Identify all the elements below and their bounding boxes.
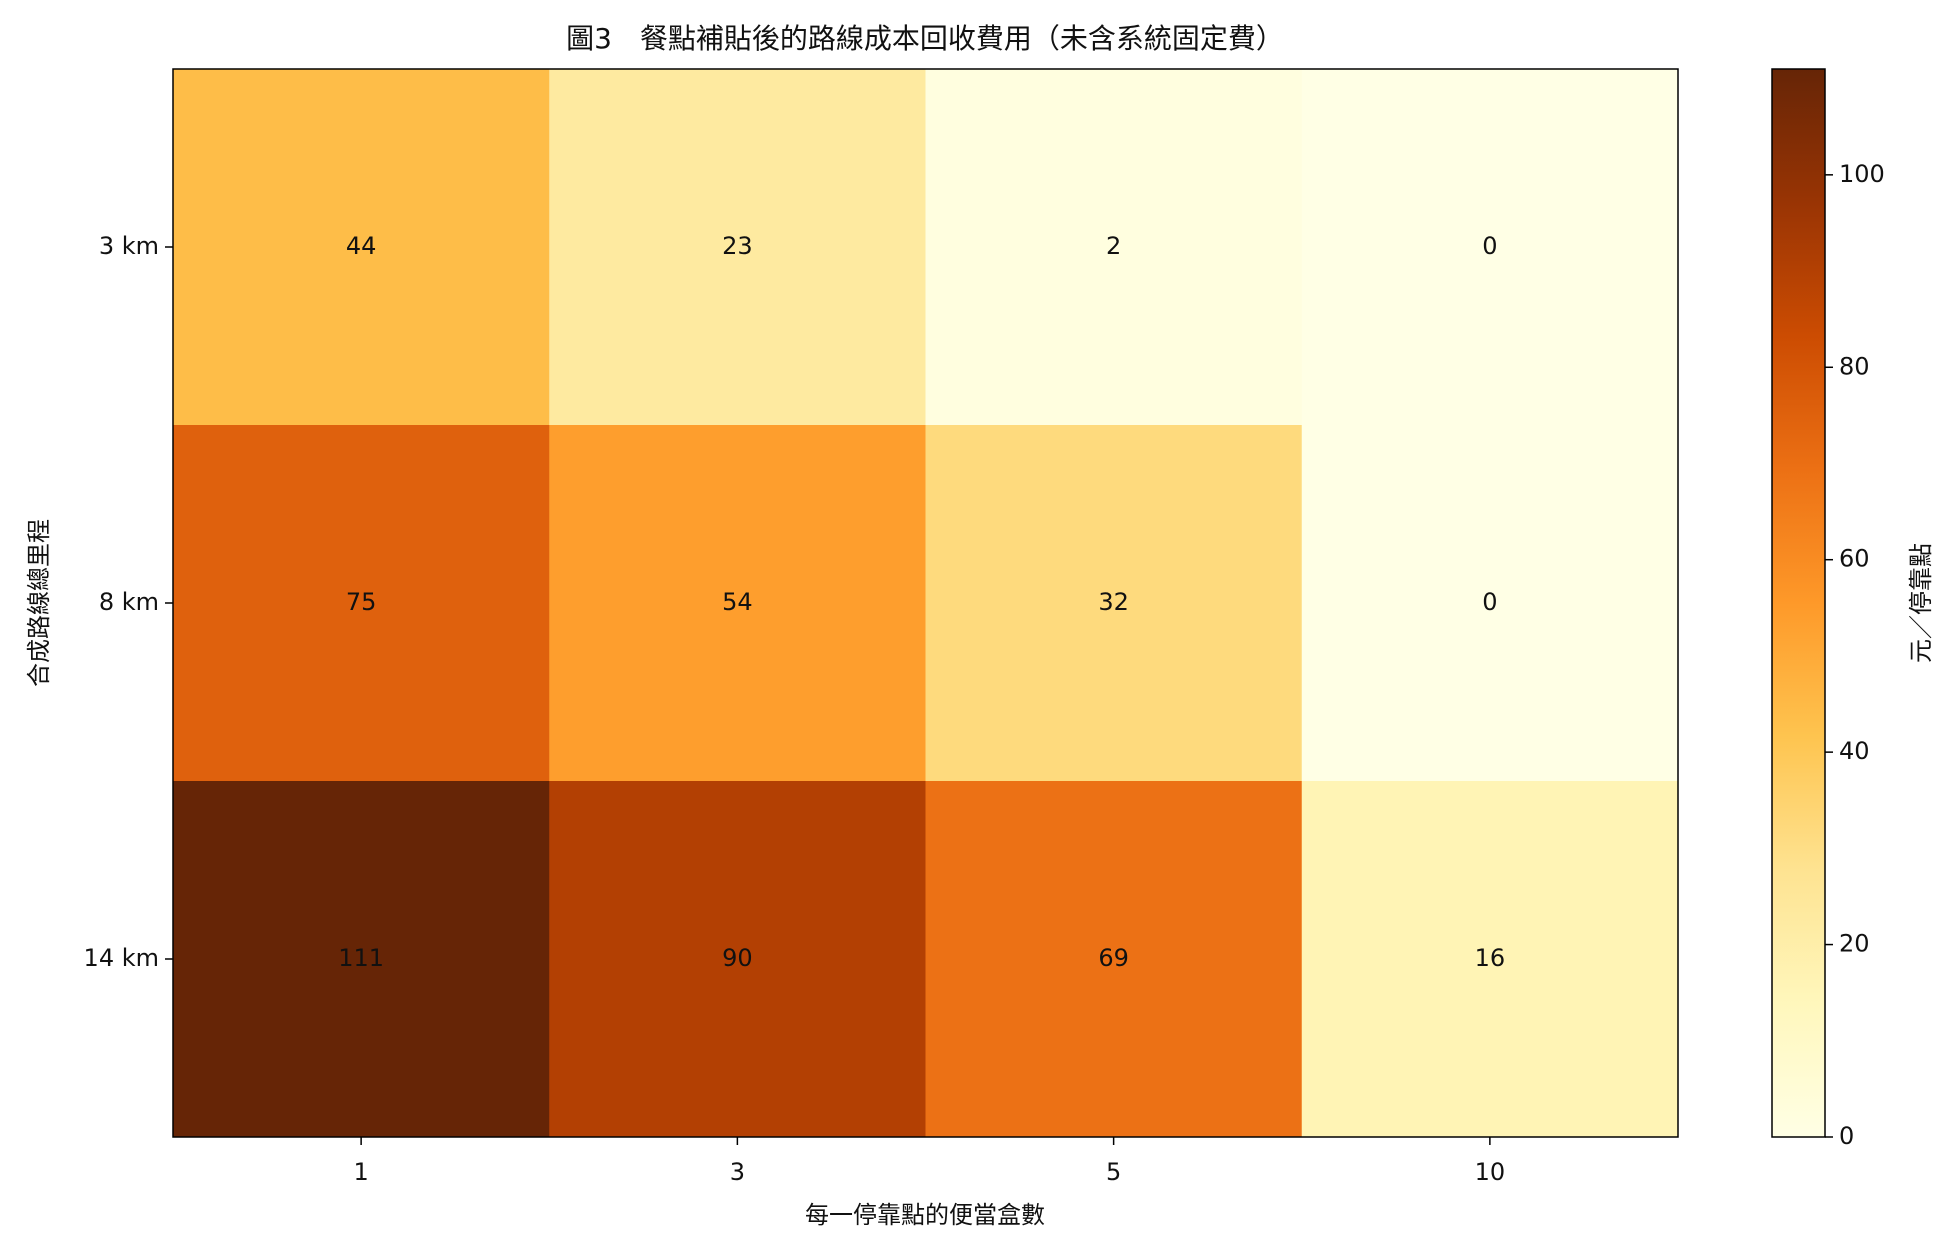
cell-value-label: 111 [338, 944, 384, 972]
y-tick-label: 3 km [99, 232, 159, 260]
cell-value-label: 90 [722, 944, 753, 972]
heatmap-cell [925, 425, 1303, 782]
heatmap-cell [1301, 781, 1679, 1138]
heatmap-cell [173, 781, 550, 1138]
heatmap-cell [173, 69, 550, 426]
y-tick-label: 14 km [84, 944, 159, 972]
cell-value-label: 69 [1098, 944, 1129, 972]
cell-value-label: 75 [346, 588, 377, 616]
x-tick-label: 5 [1106, 1158, 1121, 1186]
colorbar-tick-label: 20 [1839, 930, 1870, 958]
colorbar [1771, 68, 1826, 1138]
heatmap-cell [925, 69, 1303, 426]
x-tick-label: 1 [353, 1158, 368, 1186]
x-tick-label: 10 [1475, 1158, 1506, 1186]
heatmap-cell [173, 425, 550, 782]
heatmap-cell [1301, 425, 1679, 782]
cell-value-label: 0 [1482, 232, 1497, 260]
heatmap-cell [549, 425, 926, 782]
cell-value-label: 44 [346, 232, 377, 260]
cell-value-label: 32 [1098, 588, 1129, 616]
y-tick-label: 8 km [99, 588, 159, 616]
cell-value-label: 23 [722, 232, 753, 260]
colorbar-tick-label: 100 [1839, 160, 1885, 188]
colorbar-tick-label: 0 [1839, 1122, 1854, 1150]
cell-value-label: 54 [722, 588, 753, 616]
heatmap-cell [1301, 69, 1679, 426]
heatmap-cell [925, 781, 1303, 1138]
cell-value-label: 0 [1482, 588, 1497, 616]
heatmap-cell [549, 69, 926, 426]
colorbar-tick-label: 40 [1839, 737, 1870, 765]
x-axis-label: 每一停靠點的便當盒數 [805, 1201, 1045, 1229]
heatmap-cell [549, 781, 926, 1138]
colorbar-label: 元／停靠點 [1907, 543, 1935, 663]
x-tick-label: 3 [730, 1158, 745, 1186]
chart-title: 圖3 餐點補貼後的路線成本回收費用（未含系統固定費） [566, 22, 1284, 55]
cell-value-label: 2 [1106, 232, 1121, 260]
y-axis-label: 合成路線總里程 [25, 519, 53, 687]
colorbar-tick-label: 60 [1839, 545, 1870, 573]
colorbar-tick-label: 80 [1839, 352, 1870, 380]
cell-value-label: 16 [1475, 944, 1506, 972]
